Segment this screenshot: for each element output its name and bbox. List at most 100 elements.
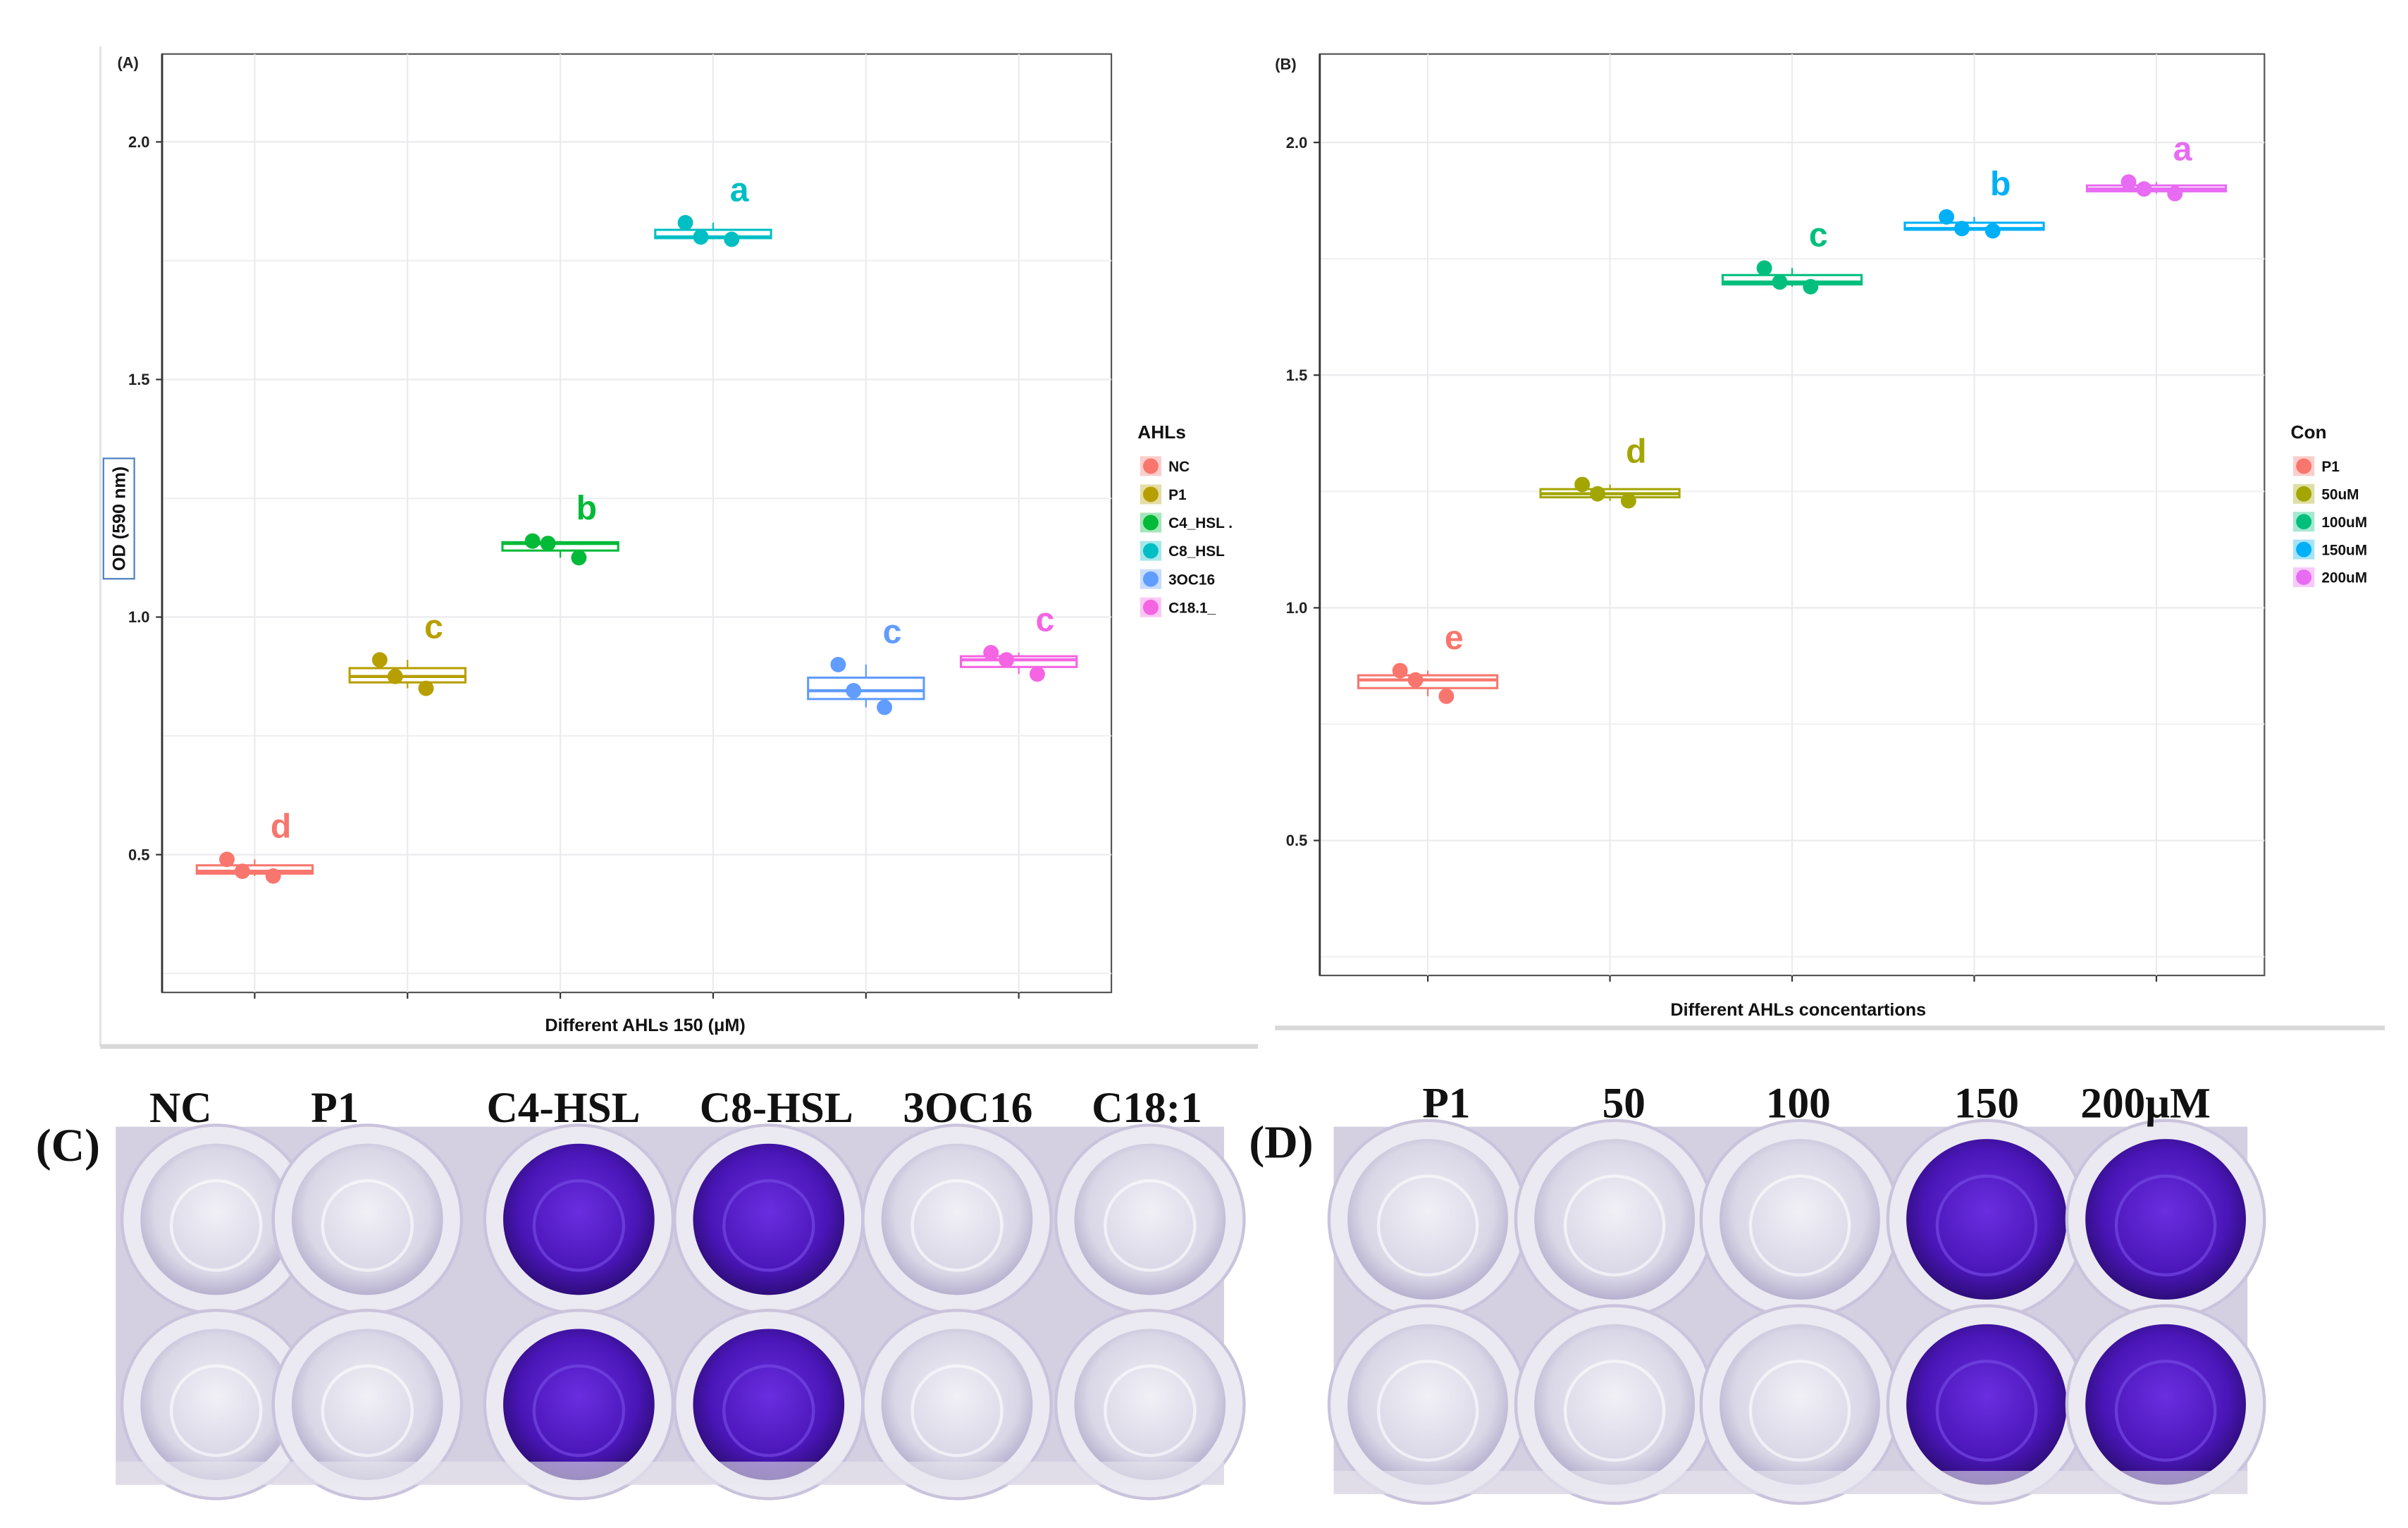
clear-well	[1534, 1324, 1696, 1485]
data-point	[1803, 278, 1819, 295]
legend-label: P1	[2321, 459, 2339, 475]
significance-letter: c	[1809, 216, 1828, 254]
data-point	[983, 645, 999, 661]
well-column-label: C4-HSL	[486, 1084, 640, 1132]
well-bottom	[1563, 1360, 1666, 1462]
significance-letter: d	[1626, 433, 1646, 471]
legend-key-point	[2296, 514, 2312, 530]
legend-key-point	[1142, 599, 1159, 615]
y-axis-label: OD (590 nm)	[109, 467, 129, 571]
clear-well	[1534, 1139, 1696, 1300]
panel-label: (C)	[36, 1120, 100, 1171]
data-point	[265, 868, 281, 884]
well-bottom	[722, 1364, 815, 1458]
data-point	[571, 550, 587, 566]
y-tick-label: 0.5	[1286, 832, 1307, 849]
legend-key-point	[2296, 486, 2312, 502]
data-point	[1772, 274, 1788, 290]
data-point	[418, 680, 434, 696]
well-bottom	[1376, 1360, 1479, 1462]
significance-letter: b	[576, 489, 597, 527]
data-point	[677, 215, 693, 230]
y-axis-label-box	[102, 457, 135, 580]
stained-well	[503, 1143, 655, 1295]
well-column-label: 50	[1603, 1079, 1646, 1127]
box-5	[959, 655, 1078, 668]
data-point	[1620, 493, 1636, 509]
well-bottom	[532, 1364, 626, 1458]
data-point	[830, 656, 846, 672]
y-tick-label: 1.0	[1286, 599, 1307, 617]
legend-key-point	[2296, 458, 2312, 474]
well-bottom	[1376, 1174, 1479, 1277]
clear-well	[140, 1329, 292, 1481]
data-point	[540, 536, 556, 551]
significance-letter: a	[2173, 130, 2193, 168]
data-point	[1954, 221, 1970, 237]
legend-key-point	[1142, 543, 1159, 559]
plate-edge	[116, 1461, 1224, 1485]
significance-letter: a	[730, 171, 750, 209]
data-point	[877, 699, 893, 715]
photo-c: NC P1 C4-HSL C8-HSL 3OC16 C18:1 (C)	[36, 1084, 1246, 1501]
well-bottom	[1748, 1174, 1851, 1277]
well-bottom	[321, 1364, 414, 1458]
well-column-label: C8-HSL	[700, 1084, 853, 1132]
clear-well	[140, 1143, 292, 1295]
data-point	[2167, 185, 2183, 202]
significance-letter: c	[424, 608, 443, 646]
clear-well	[1074, 1329, 1226, 1481]
well-column-label: P1	[1422, 1079, 1470, 1127]
well-bottom	[169, 1364, 263, 1458]
clear-well	[1719, 1324, 1880, 1485]
legend-label: C4_HSL .	[1168, 515, 1233, 531]
clear-well	[1074, 1143, 1226, 1295]
data-point	[2136, 181, 2152, 197]
data-point	[371, 652, 388, 668]
clear-well	[1719, 1139, 1880, 1300]
data-point	[1407, 672, 1424, 688]
photo-d: P1 50 100 150 200μM (D)	[1249, 1079, 2266, 1505]
data-point	[1939, 209, 1955, 225]
clear-well	[881, 1143, 1033, 1295]
significance-letter: c	[883, 612, 902, 651]
legend-label: 50uM	[2321, 486, 2359, 503]
legend-key-point	[2296, 569, 2312, 585]
y-tick-label: 1.5	[1286, 366, 1307, 384]
legend-label: C8_HSL	[1168, 543, 1225, 560]
well-column-label: NC	[149, 1084, 212, 1132]
data-point	[693, 229, 709, 245]
legend-label: 100uM	[2321, 515, 2367, 531]
legend-title: Con	[2291, 421, 2327, 443]
stained-well	[2085, 1324, 2247, 1485]
y-tick-label: 0.5	[128, 846, 149, 863]
well-column-label: 200μM	[2080, 1079, 2211, 1127]
data-point	[387, 668, 403, 684]
plot-area	[161, 53, 1113, 994]
well-bottom	[910, 1364, 1004, 1458]
chart-b: 0.5 1.0 1.5 2.0 e P1 d 50uM c 100uM b 150uM a 200uM Co…	[1275, 53, 2367, 1020]
well-bottom	[1104, 1179, 1197, 1272]
data-point	[1590, 486, 1605, 502]
well-column-label: P1	[311, 1084, 359, 1132]
stained-well	[2085, 1139, 2247, 1300]
data-point	[1756, 260, 1772, 276]
data-point	[1392, 663, 1408, 679]
well-bottom	[1935, 1174, 2038, 1277]
stained-well	[693, 1329, 845, 1481]
data-point	[2120, 174, 2137, 190]
data-point	[999, 652, 1015, 668]
data-point	[1438, 688, 1455, 704]
significance-letter: c	[1035, 600, 1054, 639]
clear-well	[1347, 1139, 1509, 1300]
data-point	[524, 533, 541, 549]
significance-letter: b	[1990, 165, 2011, 203]
legend-key-point	[1142, 458, 1159, 474]
legend-label: C18.1_	[1168, 600, 1216, 616]
clear-well	[291, 1143, 443, 1295]
legend-label: 200uM	[2321, 570, 2367, 586]
y-tick-label: 2.0	[128, 133, 149, 151]
well-column-label: 150	[1954, 1079, 2019, 1127]
